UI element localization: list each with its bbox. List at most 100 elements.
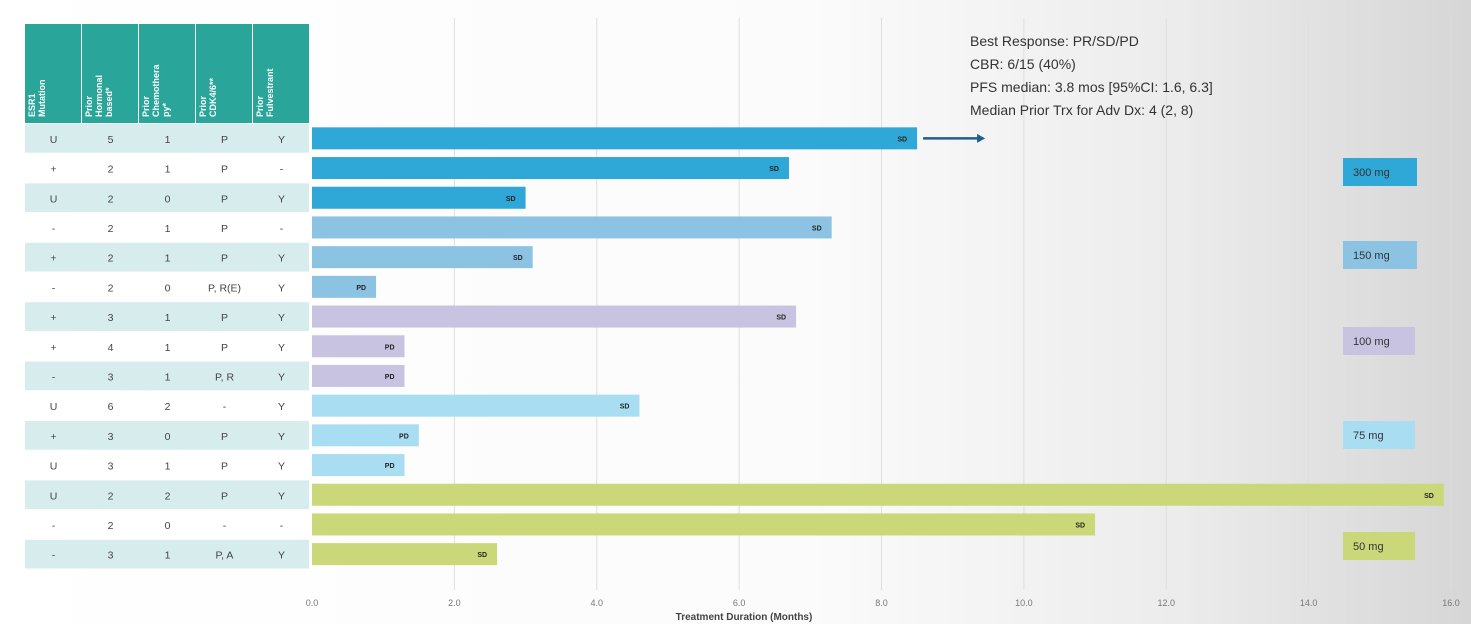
bar xyxy=(312,246,533,269)
table-header-cell xyxy=(253,24,309,123)
bar xyxy=(312,275,377,298)
table-cell: 1 xyxy=(165,223,171,235)
table-cell: 1 xyxy=(165,164,171,176)
table-cell: Y xyxy=(278,312,285,324)
table-cell: Y xyxy=(278,342,285,354)
table-cell: 2 xyxy=(165,490,171,502)
table-row xyxy=(25,331,309,361)
table-cell: 3 xyxy=(108,550,114,562)
table-cell: 2 xyxy=(108,282,114,294)
table-cell: 2 xyxy=(165,401,171,413)
bar-label: SD xyxy=(897,136,907,143)
bar-label: SD xyxy=(1075,522,1085,529)
table-cell: 2 xyxy=(108,193,114,205)
x-tick-label: 6.0 xyxy=(733,598,746,608)
table-cell: - xyxy=(223,401,227,413)
table-cell: 2 xyxy=(108,490,114,502)
table-row xyxy=(25,391,309,420)
table-row xyxy=(25,153,309,183)
table-cell: P, A xyxy=(216,550,234,562)
table-row xyxy=(25,302,309,331)
table-cell: Y xyxy=(278,431,285,443)
table-cell: 0 xyxy=(165,282,171,294)
table-cell: - xyxy=(280,223,284,235)
bar-label: SD xyxy=(620,404,630,411)
table-header-label: PriorCDK4/6** xyxy=(198,77,218,117)
dose-legend-box xyxy=(1343,532,1415,560)
table-cell: + xyxy=(50,164,56,176)
table-cell: 0 xyxy=(165,193,171,205)
table-row xyxy=(25,480,309,510)
bar xyxy=(312,543,498,566)
dose-legend-label: 100 mg xyxy=(1353,336,1390,348)
table-cell: U xyxy=(50,193,58,205)
table-row xyxy=(25,539,309,569)
table-cell: P xyxy=(221,134,228,146)
bar xyxy=(312,216,832,239)
table-cell: 2 xyxy=(108,253,114,265)
bar-label: PD xyxy=(356,285,366,292)
table-row xyxy=(25,450,309,480)
table-cell: P xyxy=(221,342,228,354)
table-header-label: PriorHormonalbased* xyxy=(84,75,114,117)
table-header-cell xyxy=(25,24,81,123)
ongoing-arrow-head xyxy=(977,133,986,143)
x-tick-label: 4.0 xyxy=(590,598,603,608)
bar xyxy=(312,186,526,209)
bar xyxy=(312,483,1444,506)
table-cell: 5 xyxy=(108,134,114,146)
x-axis-title: Treatment Duration (Months) xyxy=(676,612,813,623)
bar-label: SD xyxy=(1424,493,1434,500)
bar-label: PD xyxy=(385,374,395,381)
table-cell: Y xyxy=(278,253,285,265)
table-cell: U xyxy=(50,490,58,502)
table-cell: - xyxy=(223,520,227,532)
dose-legend-box xyxy=(1343,421,1415,449)
bar-label: PD xyxy=(385,463,395,470)
table-cell: 6 xyxy=(108,401,114,413)
table-header-cell xyxy=(196,24,252,123)
dose-legend-label: 300 mg xyxy=(1353,167,1390,179)
table-cell: Y xyxy=(278,490,285,502)
table-cell: 1 xyxy=(165,550,171,562)
dose-legend-label: 75 mg xyxy=(1353,430,1384,442)
table-cell: P xyxy=(221,193,228,205)
table-cell: + xyxy=(50,431,56,443)
x-tick-label: 16.0 xyxy=(1442,598,1460,608)
table-cell: - xyxy=(52,223,56,235)
bar-label: SD xyxy=(812,225,822,232)
bar-label: SD xyxy=(776,315,786,322)
table-header-label: PriorFulvestrant xyxy=(255,68,275,117)
table-header-label: PriorChemotherapy* xyxy=(141,63,171,117)
x-tick-label: 2.0 xyxy=(448,598,461,608)
summary-text-line: Best Response: PR/SD/PD xyxy=(970,33,1139,49)
table-cell: Y xyxy=(278,401,285,413)
table-cell: Y xyxy=(278,550,285,562)
table-cell: P xyxy=(221,253,228,265)
table-cell: P xyxy=(221,490,228,502)
table-cell: Y xyxy=(278,134,285,146)
x-tick-label: 8.0 xyxy=(875,598,888,608)
table-cell: 0 xyxy=(165,520,171,532)
table-cell: 3 xyxy=(108,431,114,443)
table-cell: 4 xyxy=(108,342,114,354)
table-row xyxy=(25,510,309,539)
table-cell: - xyxy=(52,282,56,294)
table-cell: 2 xyxy=(108,164,114,176)
table-cell: P xyxy=(221,312,228,324)
table-row xyxy=(25,421,309,450)
bar xyxy=(312,157,789,180)
bar-label: SD xyxy=(513,255,523,262)
table-cell: 1 xyxy=(165,312,171,324)
table-cell: 1 xyxy=(165,253,171,265)
summary-text-line: CBR: 6/15 (40%) xyxy=(970,56,1076,72)
dose-legend-label: 150 mg xyxy=(1353,250,1390,262)
x-tick-label: 0.0 xyxy=(306,598,319,608)
dose-legend-box xyxy=(1343,158,1417,186)
table-cell: - xyxy=(280,520,284,532)
bar-label: PD xyxy=(399,433,409,440)
summary-text-line: Median Prior Trx for Adv Dx: 4 (2, 8) xyxy=(970,102,1193,118)
table-cell: Y xyxy=(278,371,285,383)
table-cell: - xyxy=(52,550,56,562)
